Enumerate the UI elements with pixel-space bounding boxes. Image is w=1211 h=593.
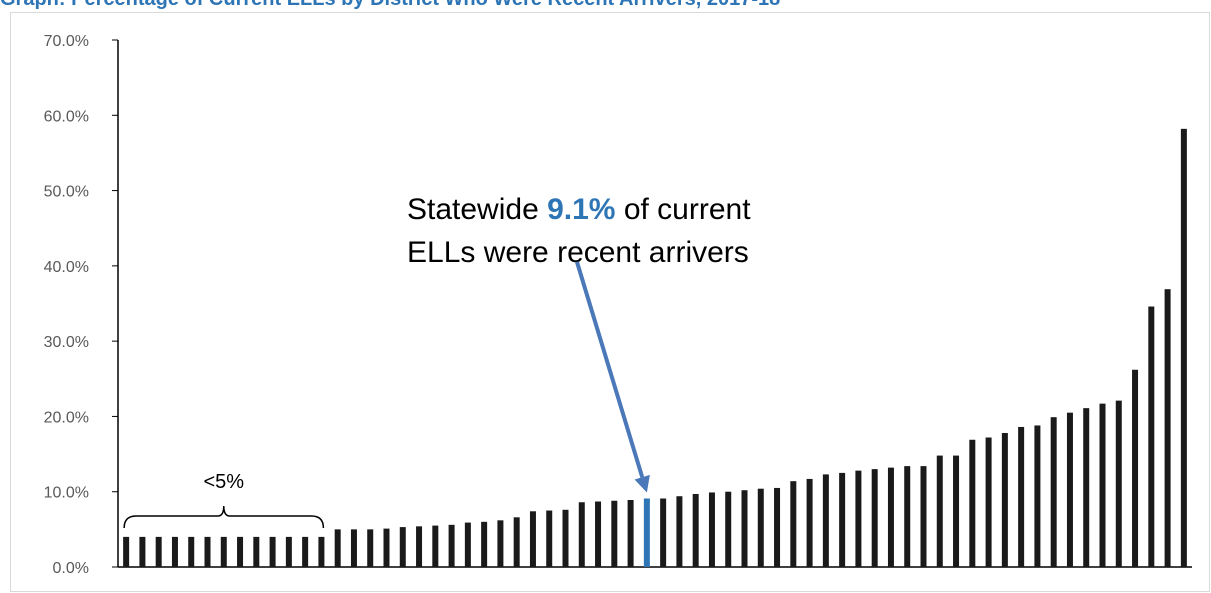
annotation-arrow-head	[634, 474, 650, 493]
y-tick-label: 10.0%	[44, 485, 89, 502]
bar	[155, 536, 162, 567]
y-tick-label: 40.0%	[44, 259, 89, 276]
bar	[1132, 369, 1139, 567]
bar	[383, 528, 390, 567]
bar	[253, 536, 260, 567]
bar	[822, 474, 829, 567]
bar	[676, 496, 683, 567]
bar	[237, 536, 244, 567]
bar	[416, 526, 423, 567]
y-tick-label: 70.0%	[44, 33, 89, 50]
y-tick-label: 50.0%	[44, 184, 89, 201]
bar	[806, 478, 813, 567]
bar	[285, 536, 292, 567]
bar	[448, 524, 455, 567]
bar	[920, 466, 927, 567]
bar	[139, 536, 146, 567]
bar	[302, 536, 309, 567]
brace-label: <5%	[203, 471, 244, 493]
bar	[123, 536, 130, 567]
bar	[1001, 432, 1008, 567]
bar	[432, 525, 439, 567]
bar	[1148, 306, 1155, 567]
bar	[790, 481, 797, 567]
chart-title: Graph: Percentage of Current ELLs by Dis…	[0, 0, 1211, 10]
bar	[367, 529, 374, 567]
brace-under-5-percent	[123, 505, 325, 529]
bar	[204, 536, 211, 567]
bar	[529, 511, 536, 567]
annotation-line-1: Statewide 9.1% of current	[407, 193, 751, 226]
bar	[904, 466, 911, 567]
bar	[1083, 408, 1090, 567]
bar	[464, 522, 471, 567]
bar	[757, 488, 764, 567]
bar	[741, 490, 748, 567]
bar	[774, 487, 781, 567]
bar	[1066, 412, 1073, 567]
bar	[334, 529, 341, 567]
bar	[188, 536, 195, 567]
bar	[936, 455, 943, 567]
bar	[871, 469, 878, 567]
bar	[350, 529, 357, 567]
y-tick-label: 0.0%	[53, 560, 89, 577]
bar	[595, 501, 602, 567]
annotation-arrow	[575, 261, 645, 478]
bar	[725, 491, 732, 567]
bar	[1115, 400, 1122, 567]
bar	[269, 536, 276, 567]
bar	[692, 493, 699, 567]
bar	[855, 470, 862, 567]
bar	[969, 439, 976, 567]
chart-frame	[10, 12, 1210, 592]
bar	[220, 536, 227, 567]
bar	[887, 467, 894, 567]
bar	[1018, 426, 1025, 567]
bar	[481, 521, 488, 567]
bar	[513, 517, 520, 567]
bar	[171, 536, 178, 567]
y-tick-label: 20.0%	[44, 409, 89, 426]
y-tick-label: 60.0%	[44, 108, 89, 125]
bar	[497, 520, 504, 567]
bar	[708, 492, 715, 567]
bar	[1034, 425, 1041, 567]
bar	[953, 455, 960, 567]
bar	[611, 500, 618, 567]
bar-statewide	[643, 498, 650, 567]
bar	[1050, 417, 1057, 567]
bar	[627, 499, 634, 567]
bar	[985, 437, 992, 567]
annotation-highlight-value: 9.1%	[547, 193, 615, 226]
bar	[318, 536, 325, 567]
bar	[839, 472, 846, 567]
bar	[578, 502, 585, 567]
bar	[660, 498, 667, 567]
bar	[1164, 289, 1171, 567]
bar	[1180, 128, 1187, 567]
bar	[562, 509, 569, 567]
bar	[399, 527, 406, 567]
bar	[1099, 403, 1106, 567]
bar	[546, 510, 553, 567]
y-tick-label: 30.0%	[44, 334, 89, 351]
